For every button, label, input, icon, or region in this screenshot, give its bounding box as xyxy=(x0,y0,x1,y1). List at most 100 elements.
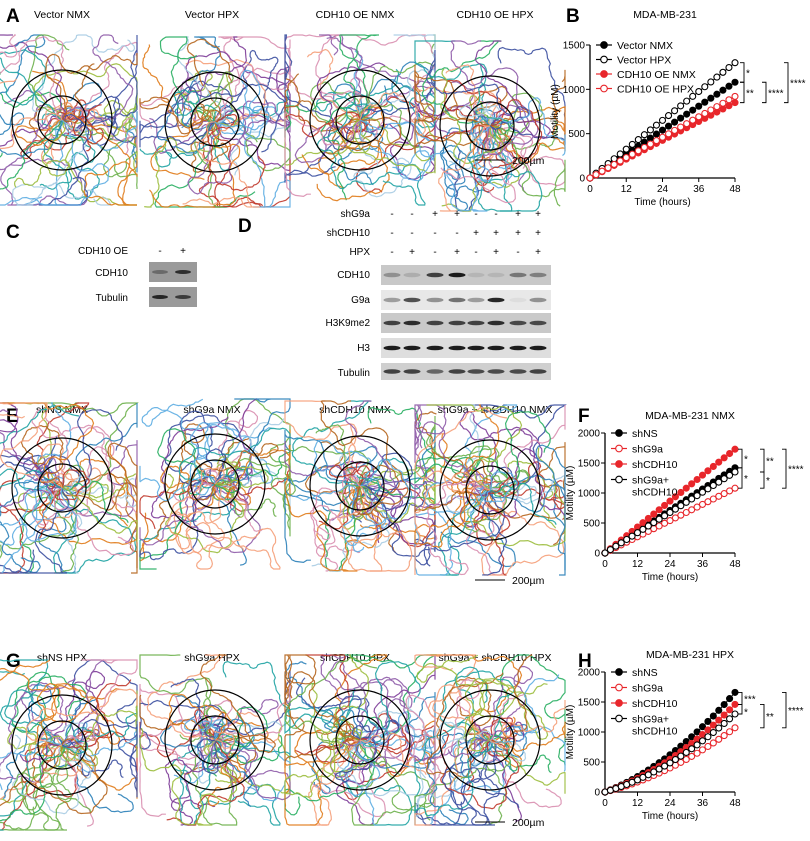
bracket-line xyxy=(740,62,745,83)
cell-track xyxy=(176,36,226,124)
cell-track xyxy=(284,118,361,183)
significance-bracket: * xyxy=(760,471,770,489)
data-point xyxy=(704,733,712,741)
legend-marker xyxy=(615,668,623,676)
data-point xyxy=(720,490,728,498)
cell-track xyxy=(414,64,491,154)
data-point xyxy=(720,454,728,462)
panel-label-f: F xyxy=(578,406,590,427)
cell-track xyxy=(443,79,503,127)
cell-track xyxy=(484,106,562,153)
data-point xyxy=(682,748,690,757)
data-point xyxy=(634,147,642,155)
cell-track xyxy=(150,416,229,523)
cell-track xyxy=(141,398,216,486)
blot-band xyxy=(403,345,421,351)
track-plot xyxy=(414,40,566,212)
cell-track xyxy=(425,63,530,131)
cell-track xyxy=(334,724,378,783)
data-point xyxy=(695,88,703,96)
outer-circle xyxy=(439,689,541,791)
cell-track xyxy=(359,85,436,129)
data-point xyxy=(652,130,661,138)
cell-track xyxy=(284,473,383,572)
cell-track xyxy=(414,739,492,818)
significance-bracket: **** xyxy=(762,81,784,104)
data-point xyxy=(682,498,690,506)
data-point xyxy=(677,123,685,131)
blot-band xyxy=(448,345,466,351)
y-tick-label: 1000 xyxy=(563,85,586,96)
legend-marker xyxy=(600,70,608,78)
cell-track xyxy=(0,480,63,574)
cell-track xyxy=(0,34,67,121)
data-point xyxy=(628,150,636,158)
data-point xyxy=(598,167,606,175)
data-point xyxy=(664,130,673,138)
cell-track xyxy=(318,465,371,530)
inner-circle xyxy=(37,463,87,513)
significance-label: ** xyxy=(766,457,774,468)
data-point xyxy=(707,94,715,102)
x-tick-label: 48 xyxy=(729,559,741,570)
data-point xyxy=(677,488,685,497)
data-point xyxy=(707,78,715,86)
cell-track xyxy=(489,693,525,741)
bracket-line xyxy=(760,703,765,729)
lane-marker: - xyxy=(516,247,519,258)
data-point xyxy=(671,126,679,134)
track-plot xyxy=(414,654,566,826)
cell-track xyxy=(31,408,115,489)
cell-track xyxy=(25,688,138,750)
cell-track xyxy=(414,739,494,817)
cell-track xyxy=(414,654,491,741)
outer-circle xyxy=(439,439,541,541)
data-point xyxy=(731,688,739,696)
blot-condition-label: CDH10 OE xyxy=(78,246,128,257)
data-point xyxy=(671,514,679,522)
data-point xyxy=(610,160,618,168)
data-point xyxy=(646,134,654,142)
blot-band xyxy=(403,297,421,303)
data-point xyxy=(634,136,642,144)
cell-track xyxy=(348,485,383,530)
cell-track xyxy=(38,469,90,539)
lane-marker: - xyxy=(390,228,393,239)
cell-track xyxy=(33,63,138,206)
y-tick-label: 1500 xyxy=(563,41,586,52)
cell-track xyxy=(358,110,436,181)
cell-track xyxy=(61,99,138,176)
bracket-line xyxy=(738,448,743,469)
significance-label: **** xyxy=(790,79,806,90)
cell-track xyxy=(328,460,365,487)
cell-track xyxy=(447,489,491,576)
data-point xyxy=(661,512,669,520)
y-tick-label: 500 xyxy=(583,758,600,769)
blot-band xyxy=(529,272,547,278)
data-point xyxy=(713,103,721,111)
lane-marker: - xyxy=(433,228,436,239)
cell-track xyxy=(294,119,362,164)
data-point xyxy=(640,143,648,151)
cell-track xyxy=(472,479,565,576)
data-point xyxy=(677,102,685,110)
data-point xyxy=(644,771,652,779)
data-point xyxy=(715,724,723,732)
legend-label: CDH10 OE HPX xyxy=(617,84,694,96)
inner-circle xyxy=(335,95,385,145)
data-point xyxy=(709,721,717,729)
legend-item: shNS xyxy=(611,428,658,440)
data-point xyxy=(677,114,685,122)
data-point xyxy=(720,700,728,709)
cell-track xyxy=(57,104,104,145)
cell-track xyxy=(149,117,216,154)
data-point xyxy=(725,63,733,72)
cell-track xyxy=(294,459,413,547)
data-point xyxy=(709,712,717,720)
cell-track xyxy=(317,739,361,826)
inner-circle xyxy=(465,101,515,151)
data-point xyxy=(604,164,612,172)
legend-marker xyxy=(615,429,623,437)
significance-bracket: ** xyxy=(760,703,774,729)
cell-track xyxy=(0,402,95,489)
